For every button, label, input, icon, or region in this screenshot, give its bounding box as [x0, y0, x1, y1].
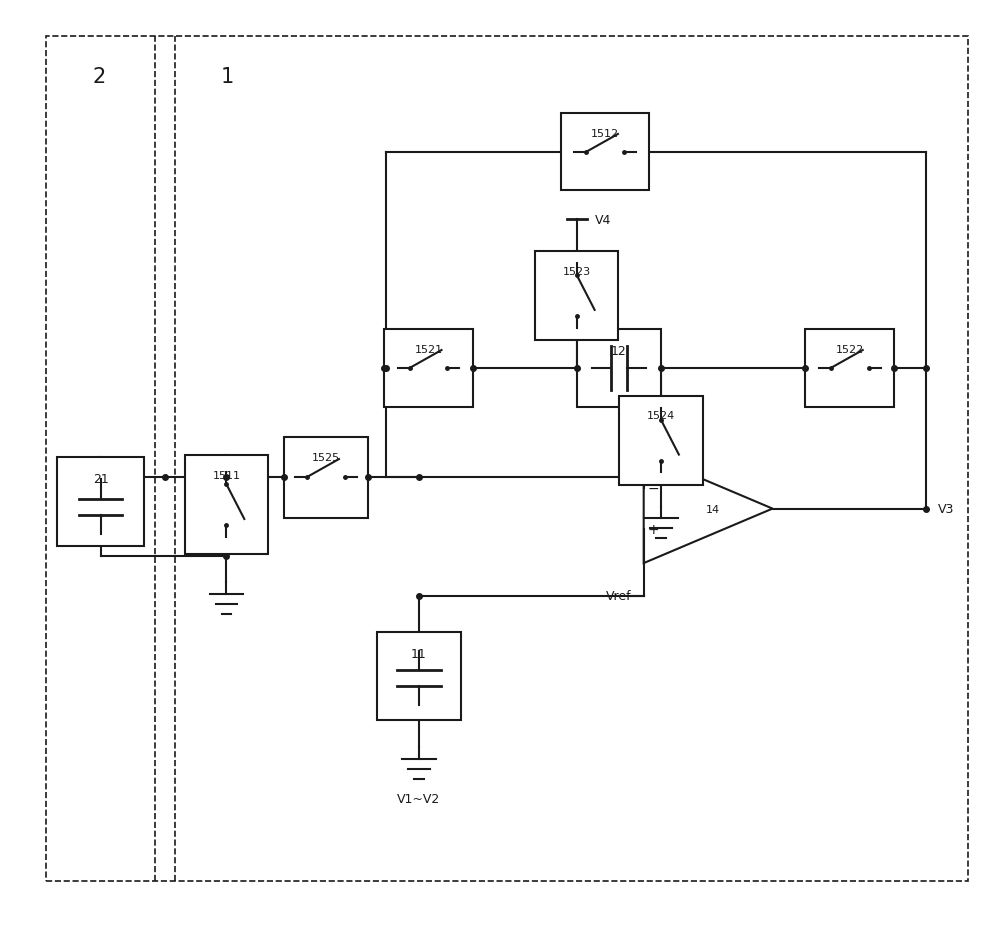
Text: 1: 1 [221, 67, 234, 86]
Text: 1525: 1525 [312, 452, 340, 463]
Text: 2: 2 [92, 67, 105, 86]
Text: 1523: 1523 [563, 266, 591, 276]
FancyBboxPatch shape [619, 396, 703, 485]
Text: 11: 11 [411, 648, 427, 661]
Text: 21: 21 [93, 473, 108, 486]
FancyBboxPatch shape [805, 330, 894, 407]
Text: V1~V2: V1~V2 [397, 793, 440, 806]
Text: 1522: 1522 [836, 345, 864, 355]
Text: 14: 14 [706, 504, 720, 514]
FancyBboxPatch shape [561, 114, 649, 191]
FancyBboxPatch shape [384, 330, 473, 407]
Text: V4: V4 [595, 213, 611, 226]
Text: +: + [648, 523, 659, 537]
Text: 1511: 1511 [212, 470, 240, 480]
Text: 1512: 1512 [591, 129, 619, 139]
FancyBboxPatch shape [185, 455, 268, 554]
FancyBboxPatch shape [535, 251, 618, 341]
Text: −: − [648, 481, 659, 495]
FancyBboxPatch shape [577, 330, 661, 407]
FancyBboxPatch shape [284, 438, 368, 519]
Text: Vref: Vref [606, 590, 632, 603]
FancyBboxPatch shape [57, 458, 144, 547]
Text: V3: V3 [938, 502, 954, 515]
Text: 1521: 1521 [415, 345, 443, 355]
Text: 12: 12 [611, 345, 627, 358]
Text: 1524: 1524 [647, 411, 675, 421]
FancyBboxPatch shape [377, 633, 461, 720]
